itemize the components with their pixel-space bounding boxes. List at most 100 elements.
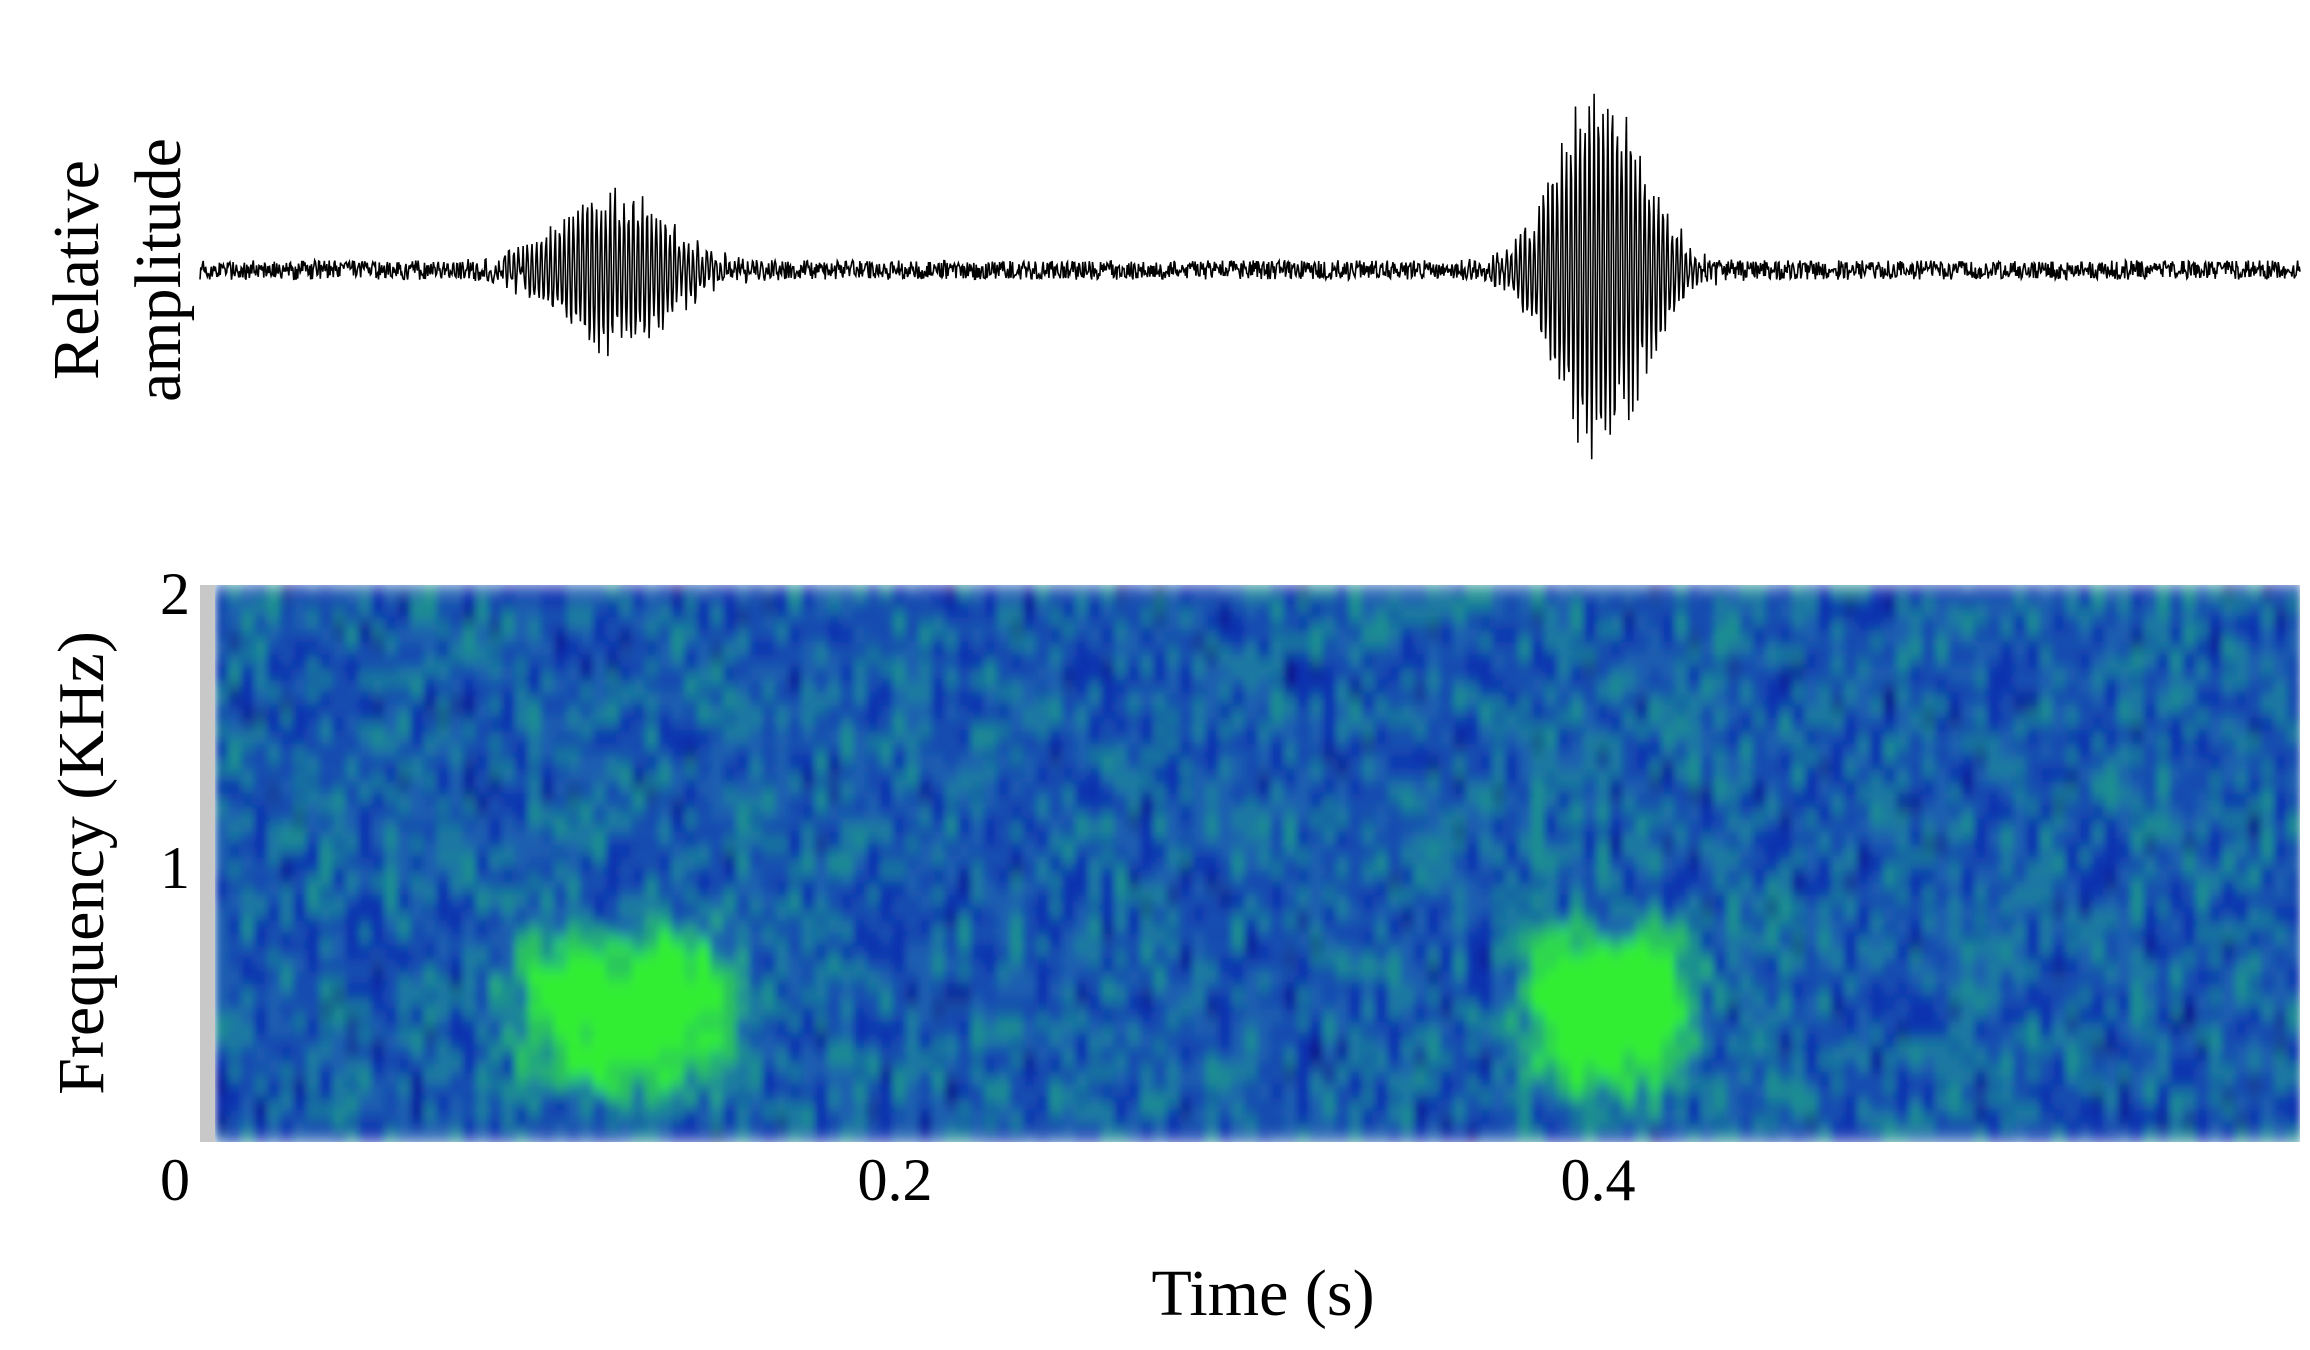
heatmap-cell	[332, 635, 346, 649]
heatmap-cell	[1049, 1015, 1063, 1029]
heatmap-cell	[1296, 926, 1311, 941]
heatmap-cell	[957, 1002, 972, 1017]
heatmap-cell	[254, 585, 268, 599]
heatmap-cell	[358, 1104, 372, 1118]
heatmap-cell	[1101, 660, 1115, 675]
heatmap-cell	[358, 901, 372, 915]
heatmap-cell	[879, 749, 894, 763]
heatmap-cell	[358, 787, 372, 801]
heatmap-cell	[579, 1040, 594, 1054]
heatmap-cell	[866, 977, 881, 991]
heatmap-cell	[1387, 977, 1402, 991]
heatmap-cell	[1596, 660, 1610, 675]
heatmap-cell	[1687, 800, 1702, 814]
heatmap-cell	[280, 610, 294, 624]
heatmap-cell	[775, 749, 789, 763]
heatmap-cell	[1322, 622, 1337, 637]
heatmap-cell	[1361, 812, 1376, 827]
heatmap-cell	[592, 736, 607, 751]
heatmap-cell	[1466, 622, 1480, 637]
heatmap-cell	[1374, 673, 1389, 687]
heatmap-cell	[215, 926, 229, 941]
heatmap-cell	[1583, 1116, 1597, 1130]
heatmap-cell	[1479, 1091, 1493, 1105]
heatmap-cell	[1426, 863, 1441, 877]
heatmap-cell	[1088, 698, 1102, 713]
heatmap-cell	[332, 812, 346, 827]
heatmap-cell	[1322, 876, 1337, 890]
heatmap-cell	[540, 1002, 555, 1017]
heatmap-cell	[1361, 724, 1376, 738]
heatmap-cell	[1062, 990, 1076, 1004]
spectrogram-panel: Frequency (KHz) 2 1 0 0.2 0.4 Time (s)	[45, 561, 2300, 1330]
heatmap-cell	[228, 1116, 242, 1130]
heatmap-cell	[970, 736, 985, 751]
heatmap-cell	[1009, 838, 1024, 852]
heatmap-cell	[1570, 1015, 1584, 1029]
heatmap-cell	[1439, 1091, 1454, 1105]
heatmap-cell	[1609, 901, 1623, 915]
heatmap-cell	[970, 939, 985, 953]
heatmap-cell	[332, 749, 346, 763]
heatmap-cell	[1114, 990, 1128, 1004]
heatmap-cell	[827, 660, 842, 675]
heatmap-cell	[671, 622, 685, 637]
heatmap-cell	[306, 1066, 320, 1080]
heatmap-cell	[371, 736, 386, 751]
heatmap-cell	[540, 724, 555, 738]
heatmap-cell	[1192, 838, 1206, 852]
heatmap-cell	[645, 660, 659, 675]
heatmap-cell	[1127, 698, 1141, 713]
heatmap-cell	[1479, 736, 1493, 751]
heatmap-cell	[632, 724, 646, 738]
heatmap-cell	[1035, 686, 1050, 700]
heatmap-cell	[931, 736, 946, 751]
heatmap-cell	[1661, 622, 1676, 637]
heatmap-cell	[1035, 1066, 1050, 1080]
heatmap-cell	[488, 660, 503, 675]
heatmap-cell	[436, 648, 451, 662]
heatmap-cell	[306, 1053, 320, 1067]
heatmap-cell	[306, 977, 320, 991]
heatmap-cell	[293, 787, 307, 801]
heatmap-cell	[710, 736, 724, 751]
heatmap-cell	[983, 724, 998, 738]
heatmap-cell	[1244, 863, 1259, 877]
heatmap-cell	[710, 762, 724, 776]
heatmap-cell	[658, 585, 672, 599]
heatmap-cell	[1348, 787, 1363, 801]
heatmap-cell	[1335, 597, 1350, 611]
heatmap-cell	[983, 1028, 998, 1042]
heatmap-cell	[996, 1078, 1011, 1092]
heatmap-cell	[618, 977, 633, 991]
heatmap-cell	[280, 787, 294, 801]
heatmap-cell	[1244, 1091, 1259, 1105]
heatmap-cell	[775, 888, 789, 903]
heatmap-cell	[1374, 762, 1389, 776]
heatmap-cell	[618, 901, 633, 915]
heatmap-cell	[280, 1091, 294, 1105]
heatmap-cell	[1192, 711, 1206, 725]
heatmap-cell	[384, 901, 399, 915]
heatmap-cell	[1166, 686, 1180, 700]
heatmap-cell	[996, 698, 1011, 713]
heatmap-cell	[970, 876, 985, 890]
heatmap-cell	[1283, 749, 1298, 763]
heatmap-cell	[215, 1116, 229, 1130]
heatmap-cell	[853, 1002, 868, 1017]
heatmap-cell	[1479, 1002, 1493, 1017]
heatmap-cell	[749, 597, 763, 611]
heatmap-cell	[618, 952, 633, 966]
heatmap-cell	[658, 1053, 672, 1067]
heatmap-cell	[1622, 876, 1637, 890]
heatmap-cell	[684, 648, 698, 662]
heatmap-cell	[736, 977, 750, 991]
heatmap-cell	[280, 800, 294, 814]
heatmap-cell	[632, 825, 646, 839]
heatmap-cell	[1101, 888, 1115, 903]
heatmap-cell	[1179, 673, 1193, 687]
heatmap-cell	[1426, 990, 1441, 1004]
heatmap-cell	[540, 1015, 555, 1029]
heatmap-cell	[801, 926, 816, 941]
heatmap-cell	[632, 850, 646, 865]
